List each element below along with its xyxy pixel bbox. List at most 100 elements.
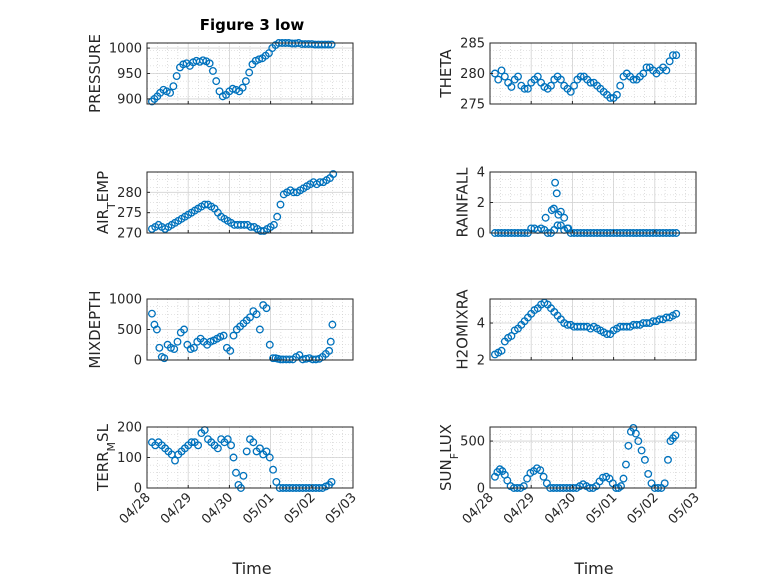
data-point <box>152 325 161 334</box>
data-point <box>622 460 630 469</box>
data-point <box>639 69 648 78</box>
data-point <box>564 224 573 233</box>
data-point <box>576 72 585 81</box>
y-tick-label: 100 <box>117 451 142 466</box>
data-point <box>166 88 175 97</box>
data-point <box>619 474 628 483</box>
y-tick-label: 280 <box>460 67 485 82</box>
data-point <box>500 72 509 81</box>
data-point <box>242 447 251 456</box>
data-point <box>249 438 258 447</box>
data-point <box>285 355 294 364</box>
data-point <box>547 206 556 215</box>
y-tick-label: 275 <box>117 206 142 221</box>
y-tick-label: 0 <box>477 227 485 242</box>
data-point <box>212 77 221 86</box>
data-point <box>232 468 240 477</box>
data-point <box>255 325 264 334</box>
data-point <box>514 72 522 81</box>
data-point <box>173 337 182 346</box>
data-point <box>238 83 247 92</box>
data-point <box>269 220 278 229</box>
data-point <box>624 441 633 450</box>
data-point <box>329 170 338 178</box>
data-point <box>219 331 228 340</box>
data-point <box>265 340 274 349</box>
y-tick-label: 270 <box>117 227 142 242</box>
data-point <box>533 72 542 81</box>
data-point <box>672 309 681 318</box>
subplot-theta: 275 280 285 THETA <box>437 37 697 113</box>
data-point <box>671 431 680 440</box>
y-tick-label: 0 <box>477 482 485 497</box>
y-tick-label: 950 <box>117 67 142 82</box>
y-axis-label: H2OMIXRA <box>454 289 472 370</box>
data-point <box>497 66 506 75</box>
data-point <box>554 210 563 219</box>
data-point <box>194 441 203 450</box>
data-point <box>672 51 681 60</box>
data-point <box>606 93 615 102</box>
y-tick-label: 1000 <box>109 42 142 57</box>
data-point <box>208 67 217 75</box>
data-point <box>223 435 232 444</box>
data-point <box>603 330 611 339</box>
y-axis-label: SUNFLUX <box>437 424 461 491</box>
data-point <box>160 354 169 363</box>
data-point <box>169 82 178 91</box>
data-point <box>229 453 238 462</box>
y-tick-label: 0 <box>134 354 142 369</box>
data-point <box>552 189 561 198</box>
data-point <box>551 178 560 187</box>
data-point <box>262 447 271 456</box>
data-point <box>276 200 285 209</box>
data-point <box>520 84 529 93</box>
y-tick-label: 285 <box>460 37 485 52</box>
y-axis-label: AIRTEMP <box>94 171 118 234</box>
data-point <box>273 212 282 221</box>
data-point <box>324 40 333 49</box>
data-point <box>631 429 640 438</box>
data-point <box>642 63 651 72</box>
figure-title: Figure 3 low <box>200 16 305 34</box>
y-axis-label: THETA <box>437 49 455 99</box>
data-point <box>507 332 516 340</box>
data-point <box>617 482 625 491</box>
data-point <box>245 68 254 77</box>
data-point <box>170 345 179 353</box>
data-point <box>187 438 196 447</box>
data-point <box>665 57 674 66</box>
y-tick-label: 275 <box>460 98 485 113</box>
data-point <box>539 472 548 481</box>
data-point <box>325 346 334 355</box>
data-point <box>326 337 335 346</box>
data-point <box>255 444 264 453</box>
data-point <box>241 77 250 86</box>
data-point <box>269 465 278 474</box>
y-tick-label: 1000 <box>109 293 142 308</box>
y-tick-label: 900 <box>117 92 142 107</box>
data-point <box>637 446 646 455</box>
data-point <box>586 78 595 87</box>
data-point <box>155 343 164 352</box>
data-point <box>328 320 337 329</box>
data-point <box>570 81 578 90</box>
data-point <box>616 81 625 90</box>
data-point <box>228 84 237 93</box>
subplot-mixdepth: 0 500 1000 MIXDEPTH <box>86 290 354 369</box>
y-tick-label: 0 <box>134 482 142 497</box>
data-point <box>171 456 179 465</box>
data-point <box>668 51 677 60</box>
data-point <box>503 476 512 485</box>
y-tick-label: 500 <box>117 323 142 338</box>
data-point <box>172 72 181 80</box>
data-point <box>553 221 562 230</box>
data-point <box>226 346 235 355</box>
data-point <box>246 313 254 322</box>
data-point <box>262 304 271 313</box>
y-tick-label: 500 <box>460 435 485 450</box>
data-point <box>507 82 516 91</box>
data-point <box>180 325 189 334</box>
data-point <box>227 441 235 450</box>
data-point <box>199 56 207 65</box>
